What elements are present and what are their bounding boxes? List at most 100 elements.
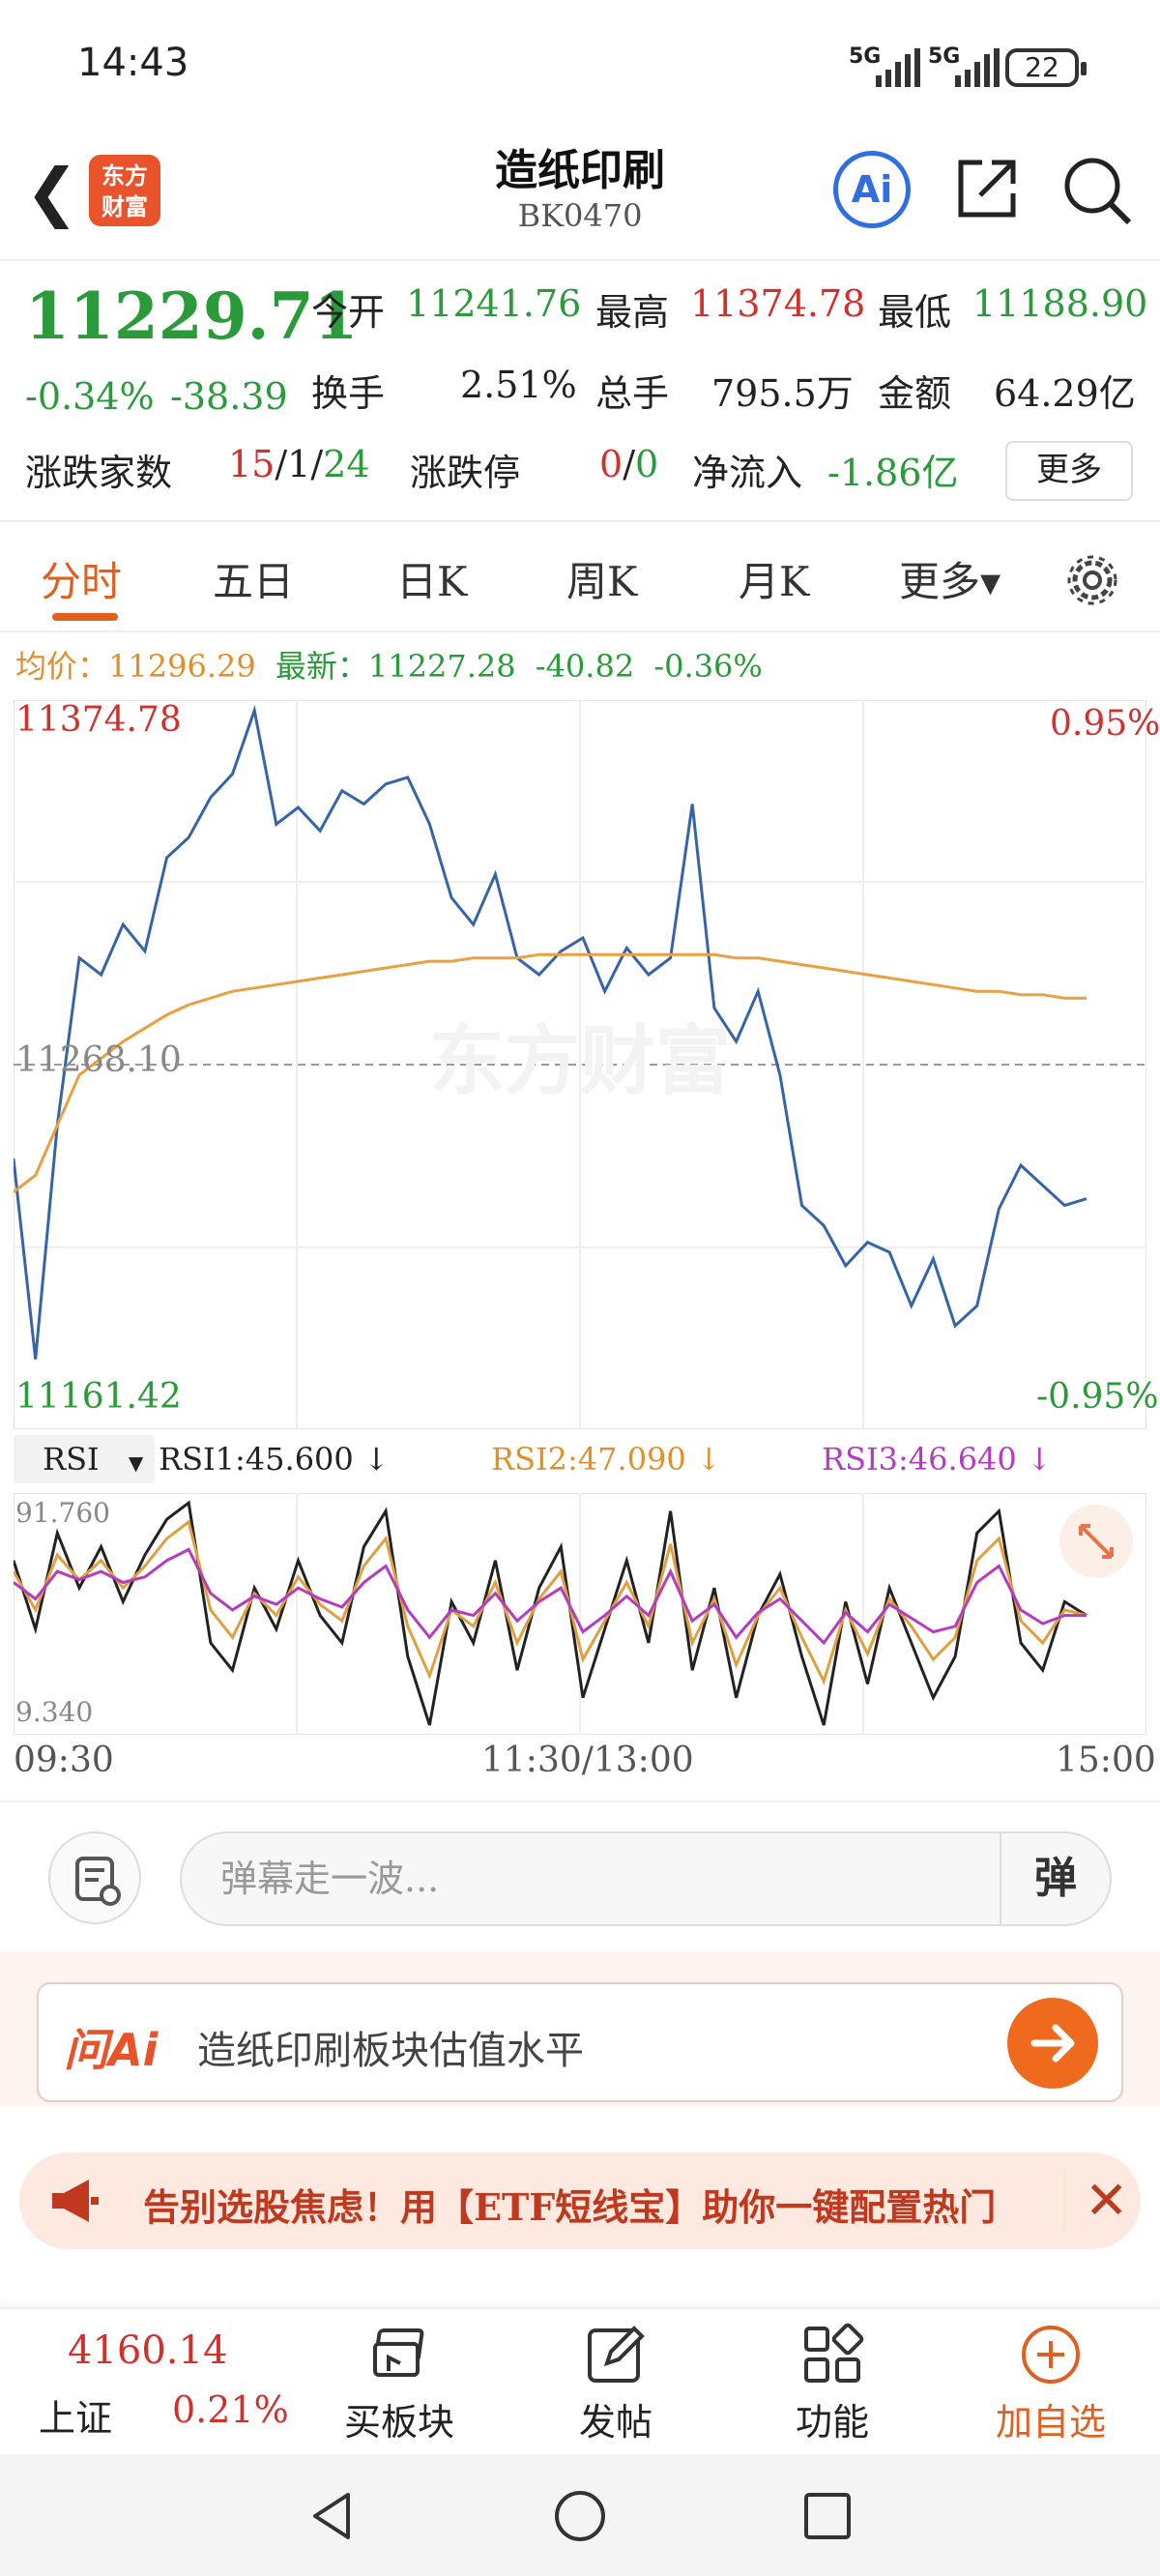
indicator-selector[interactable]: RSI ▼ [14, 1435, 155, 1483]
edit-icon [588, 2326, 645, 2383]
breadth-up: 15 [228, 443, 276, 485]
functions-label: 功能 [795, 2401, 869, 2444]
change-percent: -0.34% [25, 375, 155, 418]
pct-min-label: -0.95% [1036, 1377, 1159, 1417]
ai-button[interactable]: Ai [833, 151, 911, 228]
signal-icon-2 [955, 48, 1000, 87]
chart-watermark: 东方财富 [429, 1018, 731, 1105]
amount-value: 64.29亿 [994, 372, 1136, 415]
rsi1-value: RSI1:45.600 ↓ [159, 1441, 390, 1478]
tab-monthly-k[interactable]: 月K [739, 558, 810, 605]
banner-text: 告别选股焦虑！用【ETF短线宝】助你一键配置热门 [143, 2185, 997, 2229]
back-button[interactable]: ❮ [25, 155, 79, 229]
turnover-value: 2.51% [460, 364, 577, 406]
ask-ai-submit-button[interactable] [1007, 1998, 1098, 2089]
signal-icon-1 [876, 48, 920, 87]
open-value: 11241.76 [406, 282, 582, 325]
high-value: 11374.78 [690, 282, 866, 325]
rsi-series-line-2 [13, 1547, 1087, 1646]
add-watchlist-button[interactable]: 加自选 [978, 2323, 1123, 2445]
index-name: 上证 [39, 2397, 113, 2440]
nav-home-icon[interactable] [553, 2489, 607, 2543]
volume-value: 795.5万 [711, 372, 854, 415]
nav-recents-icon[interactable] [800, 2489, 855, 2543]
rsi-chart[interactable]: 91.760 9.340 [12, 1492, 1147, 1736]
system-nav-bar [0, 2454, 1160, 2576]
ask-ai-question: 造纸印刷板块估值水平 [197, 2029, 584, 2073]
brand-logo: 东方 财富 [89, 155, 160, 226]
rsi-header: RSI ▼ RSI1:45.600 ↓ RSI2:47.090 ↓ RSI3:4… [14, 1435, 1146, 1489]
post-button[interactable]: 发帖 [543, 2323, 688, 2445]
time-end: 15:00 [1056, 1741, 1156, 1780]
ask-ai-box[interactable]: 问Ai 造纸印刷板块估值水平 [37, 1982, 1123, 2102]
turnover-label: 换手 [311, 372, 386, 415]
page-title: 造纸印刷 [495, 146, 665, 195]
latest-percent: -0.36% [653, 648, 763, 685]
price-series-line-0 [12, 704, 1088, 1360]
intraday-chart[interactable]: 东方财富 11374.78 11268.10 11161.42 0.95% -0… [12, 699, 1160, 1430]
intraday-chart-svg: 东方财富 [12, 699, 1147, 1430]
share-icon[interactable] [953, 153, 1023, 222]
breadth-down: 24 [323, 443, 370, 485]
comment-bar: 弹幕走一波... 弹 [0, 1800, 1160, 1946]
current-price: 11229.71 [25, 278, 359, 354]
add-watchlist-label: 加自选 [995, 2401, 1106, 2444]
tab-daily-k[interactable]: 日K [396, 558, 468, 605]
limit-label: 涨跌停 [410, 452, 521, 494]
close-icon[interactable]: ✕ [1063, 2170, 1128, 2231]
breadth-label: 涨跌家数 [25, 452, 173, 494]
quote-panel: 11229.71 -0.34% -38.39 今开 11241.76 最高 11… [0, 263, 1160, 522]
grid-icon [804, 2323, 864, 2383]
app-header: ❮ 东方 财富 造纸印刷 BK0470 Ai [0, 126, 1160, 261]
danmu-input[interactable]: 弹幕走一波... [180, 1831, 1000, 1926]
pct-max-label: 0.95% [1050, 704, 1160, 744]
tab-row-peek [58, 2282, 1121, 2307]
logo-line-1: 东方 [102, 162, 148, 190]
breadth-separator-1: / [275, 443, 288, 485]
ask-ai-section: 问Ai 造纸印刷板块估值水平 [0, 1951, 1160, 2106]
limit-values: 0/0 [599, 443, 658, 485]
network-indicator-2: 5G [928, 44, 961, 69]
more-quote-button[interactable]: 更多 [1005, 441, 1133, 501]
limit-down: 0 [635, 443, 659, 485]
latest-change: -40.82 [535, 648, 635, 685]
buy-sector-button[interactable]: 买板块 [327, 2323, 472, 2445]
netflow-label: 净流入 [692, 452, 803, 494]
breadth-values: 15/1/24 [228, 443, 370, 485]
indicator-name: RSI [43, 1441, 100, 1478]
search-icon[interactable] [1059, 153, 1133, 226]
battery-icon: 22 [1005, 48, 1087, 87]
high-label: 最高 [595, 291, 670, 334]
volume-label: 总手 [595, 372, 670, 415]
rsi-series-line-0 [12, 1500, 1088, 1726]
nav-back-icon[interactable] [305, 2489, 360, 2543]
danmu-toggle-button[interactable]: 弹 [1000, 1831, 1112, 1926]
buy-sector-icon [373, 2328, 424, 2377]
y-mid-label: 11268.10 [15, 1040, 182, 1080]
low-value: 11188.90 [972, 282, 1148, 325]
limit-separator: / [623, 443, 635, 485]
latest-label: 最新： [275, 648, 368, 685]
gear-icon[interactable] [1063, 551, 1121, 609]
status-time: 14:43 [77, 41, 189, 85]
network-indicator-1: 5G [849, 44, 882, 69]
promo-banner[interactable]: 告别选股焦虑！用【ETF短线宝】助你一键配置热门 ✕ [19, 2152, 1141, 2249]
functions-button[interactable]: 功能 [760, 2323, 905, 2445]
index-value: 4160.14 [68, 2328, 228, 2373]
y-min-label: 11161.42 [15, 1377, 182, 1417]
tab-more[interactable]: 更多▾ [899, 558, 1001, 605]
bottom-bar: 4160.14 上证 0.21% 买板块 发帖 功能 加自选 [0, 2307, 1160, 2454]
note-settings-icon[interactable] [48, 1831, 141, 1924]
tab-five-day[interactable]: 五日 [213, 558, 295, 605]
logo-line-2: 财富 [102, 193, 148, 220]
plus-circle-icon [1022, 2326, 1080, 2384]
avg-value: 11296.29 [108, 648, 256, 685]
tab-intraday[interactable]: 分时 [41, 558, 123, 605]
tab-weekly-k[interactable]: 周K [566, 558, 638, 605]
limit-up: 0 [599, 443, 624, 485]
rsi2-value: RSI2:47.090 ↓ [491, 1441, 722, 1478]
speaker-icon [52, 2180, 99, 2222]
chart-info-line: 均价：11296.29 最新：11227.28 -40.82 -0.36% [15, 642, 763, 687]
rsi-chart-svg [12, 1492, 1147, 1736]
buy-sector-label: 买板块 [343, 2401, 454, 2444]
